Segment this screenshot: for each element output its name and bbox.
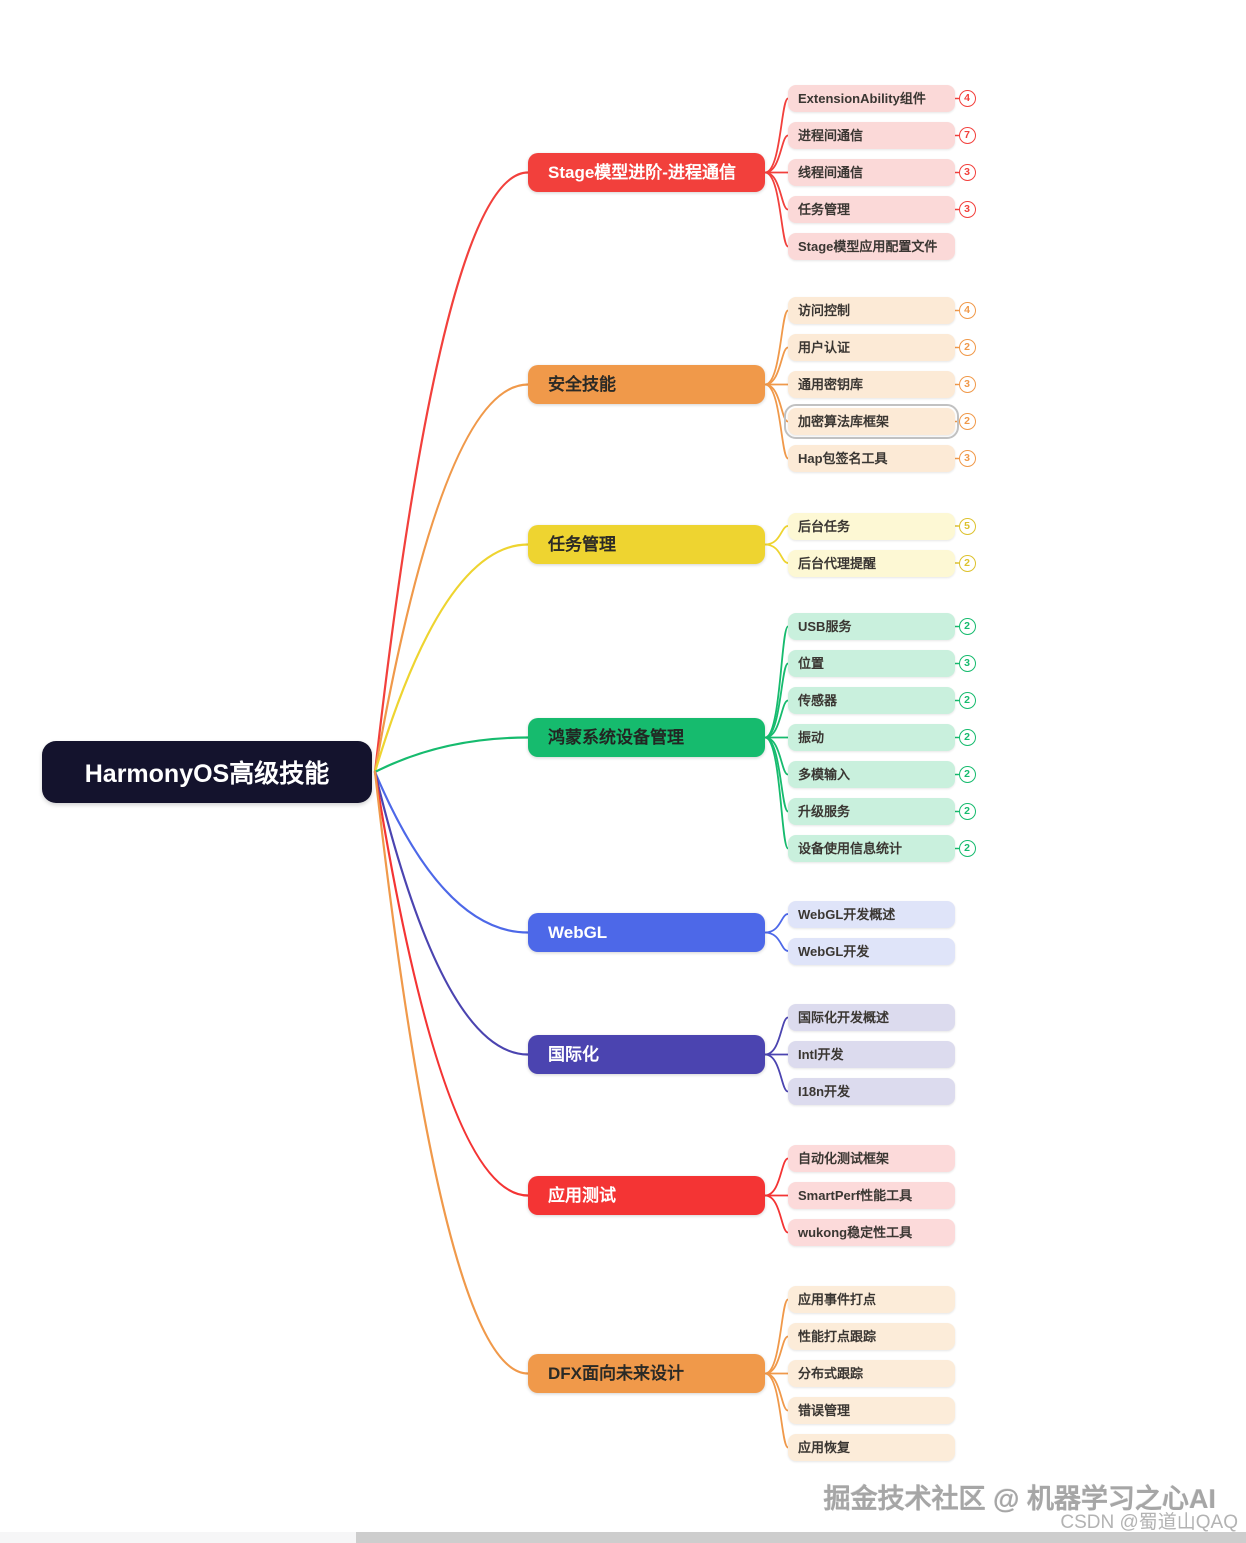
child-node[interactable]: I18n开发: [788, 1078, 955, 1105]
count-badge[interactable]: 4: [958, 90, 976, 107]
count-badge[interactable]: 2: [958, 554, 976, 572]
child-node[interactable]: Hap包签名工具: [788, 445, 955, 472]
horizontal-scrollbar-thumb[interactable]: [356, 1532, 1246, 1543]
child-node[interactable]: 通用密钥库: [788, 371, 955, 398]
child-node[interactable]: 传感器: [788, 687, 955, 714]
count-badge[interactable]: 2: [958, 803, 976, 820]
branch-node[interactable]: 国际化: [528, 1035, 765, 1074]
count-badge[interactable]: 2: [958, 840, 976, 857]
connector-edge: [373, 543, 530, 774]
connector-edge: [764, 134, 789, 174]
child-node[interactable]: 进程间通信: [788, 122, 955, 149]
connector-edge: [373, 383, 530, 774]
branch-node[interactable]: DFX面向未来设计: [528, 1354, 765, 1393]
child-node[interactable]: Intl开发: [788, 1041, 955, 1068]
count-badge[interactable]: 2: [958, 729, 976, 746]
connector-edge: [373, 736, 530, 774]
branch-node[interactable]: WebGL: [528, 913, 765, 952]
connector-edge: [764, 1372, 789, 1449]
child-node[interactable]: WebGL开发概述: [788, 900, 955, 928]
child-node[interactable]: 后台任务: [788, 512, 955, 540]
connector-edge: [764, 543, 789, 564]
connector-edge: [764, 699, 789, 739]
child-node[interactable]: wukong稳定性工具: [788, 1219, 955, 1246]
connector-edge: [764, 931, 789, 952]
count-badge[interactable]: 3: [958, 376, 976, 393]
count-badge[interactable]: 7: [958, 127, 976, 144]
count-badge[interactable]: 3: [958, 164, 976, 181]
count-badge[interactable]: 5: [958, 517, 976, 535]
count-badge[interactable]: 2: [958, 618, 976, 635]
root-node[interactable]: HarmonyOS高级技能: [42, 741, 372, 803]
connector-edge: [764, 1053, 789, 1093]
child-node[interactable]: 升级服务: [788, 798, 955, 825]
child-node[interactable]: 访问控制: [788, 297, 955, 324]
child-node[interactable]: 任务管理: [788, 196, 955, 223]
child-node[interactable]: 线程间通信: [788, 159, 955, 186]
count-badge[interactable]: 3: [958, 655, 976, 672]
child-node[interactable]: 自动化测试框架: [788, 1145, 955, 1172]
count-badge[interactable]: 3: [958, 450, 976, 467]
child-node[interactable]: Stage模型应用配置文件: [788, 233, 955, 260]
child-node[interactable]: 振动: [788, 724, 955, 751]
branch-node[interactable]: Stage模型进阶-进程通信: [528, 153, 765, 192]
connector-edge: [373, 171, 530, 774]
child-node[interactable]: ExtensionAbility组件: [788, 85, 955, 112]
count-badge[interactable]: 2: [958, 413, 976, 430]
connector-edge: [764, 1335, 789, 1375]
count-badge[interactable]: 4: [958, 302, 976, 319]
connector-edge: [764, 383, 789, 460]
connector-edge: [764, 736, 789, 850]
child-node[interactable]: 性能打点跟踪: [788, 1323, 955, 1350]
horizontal-scrollbar-track[interactable]: [0, 1532, 1246, 1543]
child-node[interactable]: 后台代理提醒: [788, 549, 955, 577]
root-label: HarmonyOS高级技能: [84, 760, 330, 788]
child-node[interactable]: 用户认证: [788, 334, 955, 361]
child-node[interactable]: 错误管理: [788, 1397, 955, 1424]
connector-edge: [764, 1157, 789, 1197]
child-node[interactable]: WebGL开发: [788, 937, 955, 965]
connector-edge: [373, 770, 530, 934]
connector-edge: [764, 171, 789, 248]
connector-edge: [764, 1016, 789, 1056]
count-badge[interactable]: 3: [958, 201, 976, 218]
child-node[interactable]: 国际化开发概述: [788, 1004, 955, 1031]
connector-edge: [373, 770, 530, 1375]
count-badge[interactable]: 2: [958, 766, 976, 783]
connector-edge: [764, 346, 789, 386]
connector-edge: [373, 770, 530, 1056]
branch-node[interactable]: 鸿蒙系统设备管理: [528, 718, 765, 757]
connector-edge: [373, 770, 530, 1197]
branch-node[interactable]: 应用测试: [528, 1176, 765, 1215]
connector-edge: [764, 1194, 789, 1234]
child-node[interactable]: 加密算法库框架: [784, 404, 959, 439]
child-node[interactable]: 应用事件打点: [788, 1286, 955, 1313]
child-node[interactable]: 设备使用信息统计: [788, 835, 955, 862]
watermark-juejin: 掘金技术社区 @ 机器学习之心AI: [823, 1484, 1216, 1514]
child-node[interactable]: 位置: [788, 650, 955, 677]
child-node[interactable]: SmartPerf性能工具: [788, 1182, 955, 1209]
child-node[interactable]: 应用恢复: [788, 1434, 955, 1461]
watermark-csdn: CSDN @蜀道山QAQ: [1060, 1512, 1238, 1533]
count-badge[interactable]: 2: [958, 339, 976, 356]
connector-edge: [764, 625, 789, 739]
branch-node[interactable]: 安全技能: [528, 365, 765, 404]
count-badge[interactable]: 2: [958, 692, 976, 709]
child-node[interactable]: 多模输入: [788, 761, 955, 788]
child-node[interactable]: USB服务: [788, 613, 955, 640]
child-node[interactable]: 分布式跟踪: [788, 1360, 955, 1387]
branch-node[interactable]: 任务管理: [528, 525, 765, 564]
